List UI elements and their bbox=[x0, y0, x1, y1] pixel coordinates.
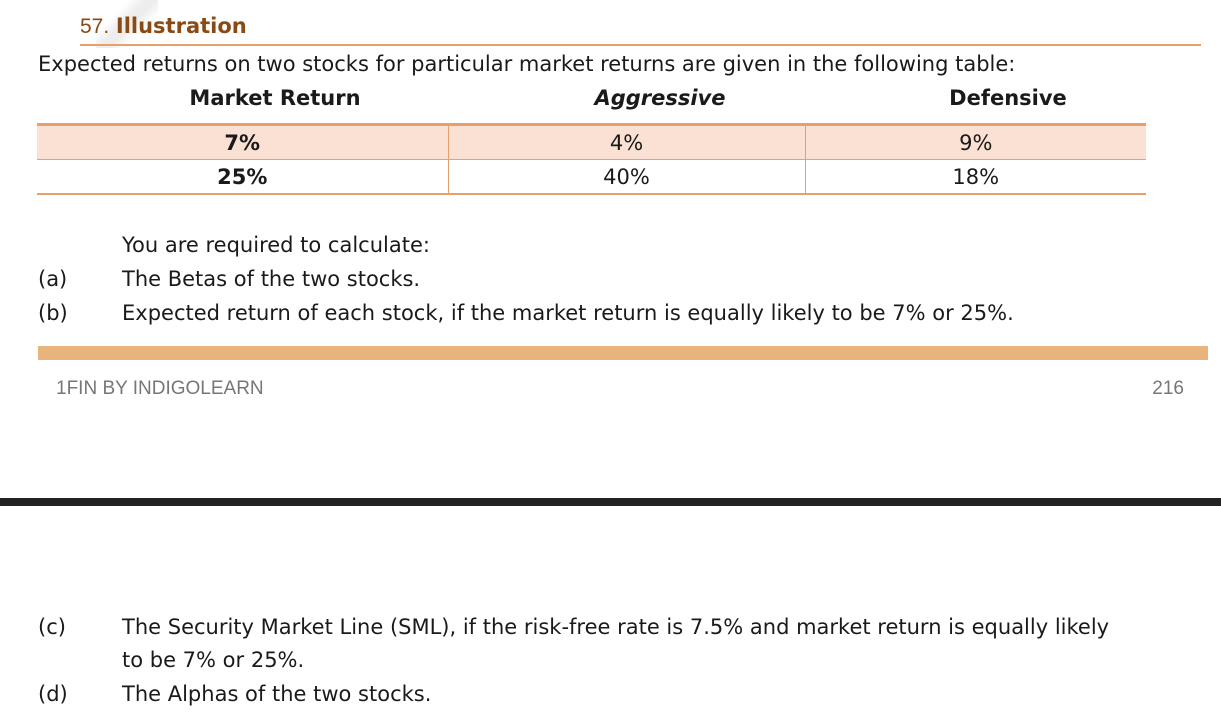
table-cell-aggressive: 40% bbox=[447, 159, 806, 195]
header-market-return: Market Return bbox=[189, 86, 361, 110]
item-b-text: Expected return of each stock, if the ma… bbox=[122, 301, 1014, 325]
item-c-text: The Security Market Line (SML), if the r… bbox=[122, 615, 1110, 639]
item-d-text: The Alphas of the two stocks. bbox=[122, 682, 432, 706]
table-cell-market: 25% bbox=[37, 159, 449, 195]
page-number: 216 bbox=[1152, 378, 1184, 399]
section-band bbox=[38, 346, 1208, 360]
table-row: 7% 4% 9% bbox=[37, 123, 1146, 160]
required-text: You are required to calculate: bbox=[122, 233, 430, 257]
table-cell-aggressive: 4% bbox=[447, 123, 806, 160]
returns-table: 7% 4% 9% 25% 40% 18% bbox=[37, 123, 1146, 195]
item-b-label: (b) bbox=[38, 301, 68, 325]
item-c-text-continued: to be 7% or 25%. bbox=[122, 648, 305, 672]
footer-brand: 1FIN BY INDIGOLEARN bbox=[56, 378, 264, 399]
illustration-heading: 57. Illustration bbox=[80, 14, 247, 39]
item-d-label: (d) bbox=[38, 682, 68, 706]
watermark-stripe bbox=[96, 0, 158, 48]
table-row: 25% 40% 18% bbox=[37, 159, 1146, 195]
table-cell-market: 7% bbox=[37, 123, 449, 160]
table-cell-defensive: 18% bbox=[804, 159, 1146, 195]
header-aggressive: Aggressive bbox=[594, 86, 726, 110]
intro-text: Expected returns on two stocks for parti… bbox=[38, 52, 1016, 76]
item-a-text: The Betas of the two stocks. bbox=[122, 267, 421, 291]
header-defensive: Defensive bbox=[949, 86, 1067, 110]
illustration-title: Illustration bbox=[115, 14, 247, 38]
item-a-label: (a) bbox=[38, 267, 68, 291]
item-c-label: (c) bbox=[38, 615, 66, 639]
page-divider bbox=[0, 498, 1221, 506]
heading-rule bbox=[80, 44, 1201, 46]
illustration-number: 57. bbox=[80, 15, 110, 38]
table-cell-defensive: 9% bbox=[804, 123, 1146, 160]
